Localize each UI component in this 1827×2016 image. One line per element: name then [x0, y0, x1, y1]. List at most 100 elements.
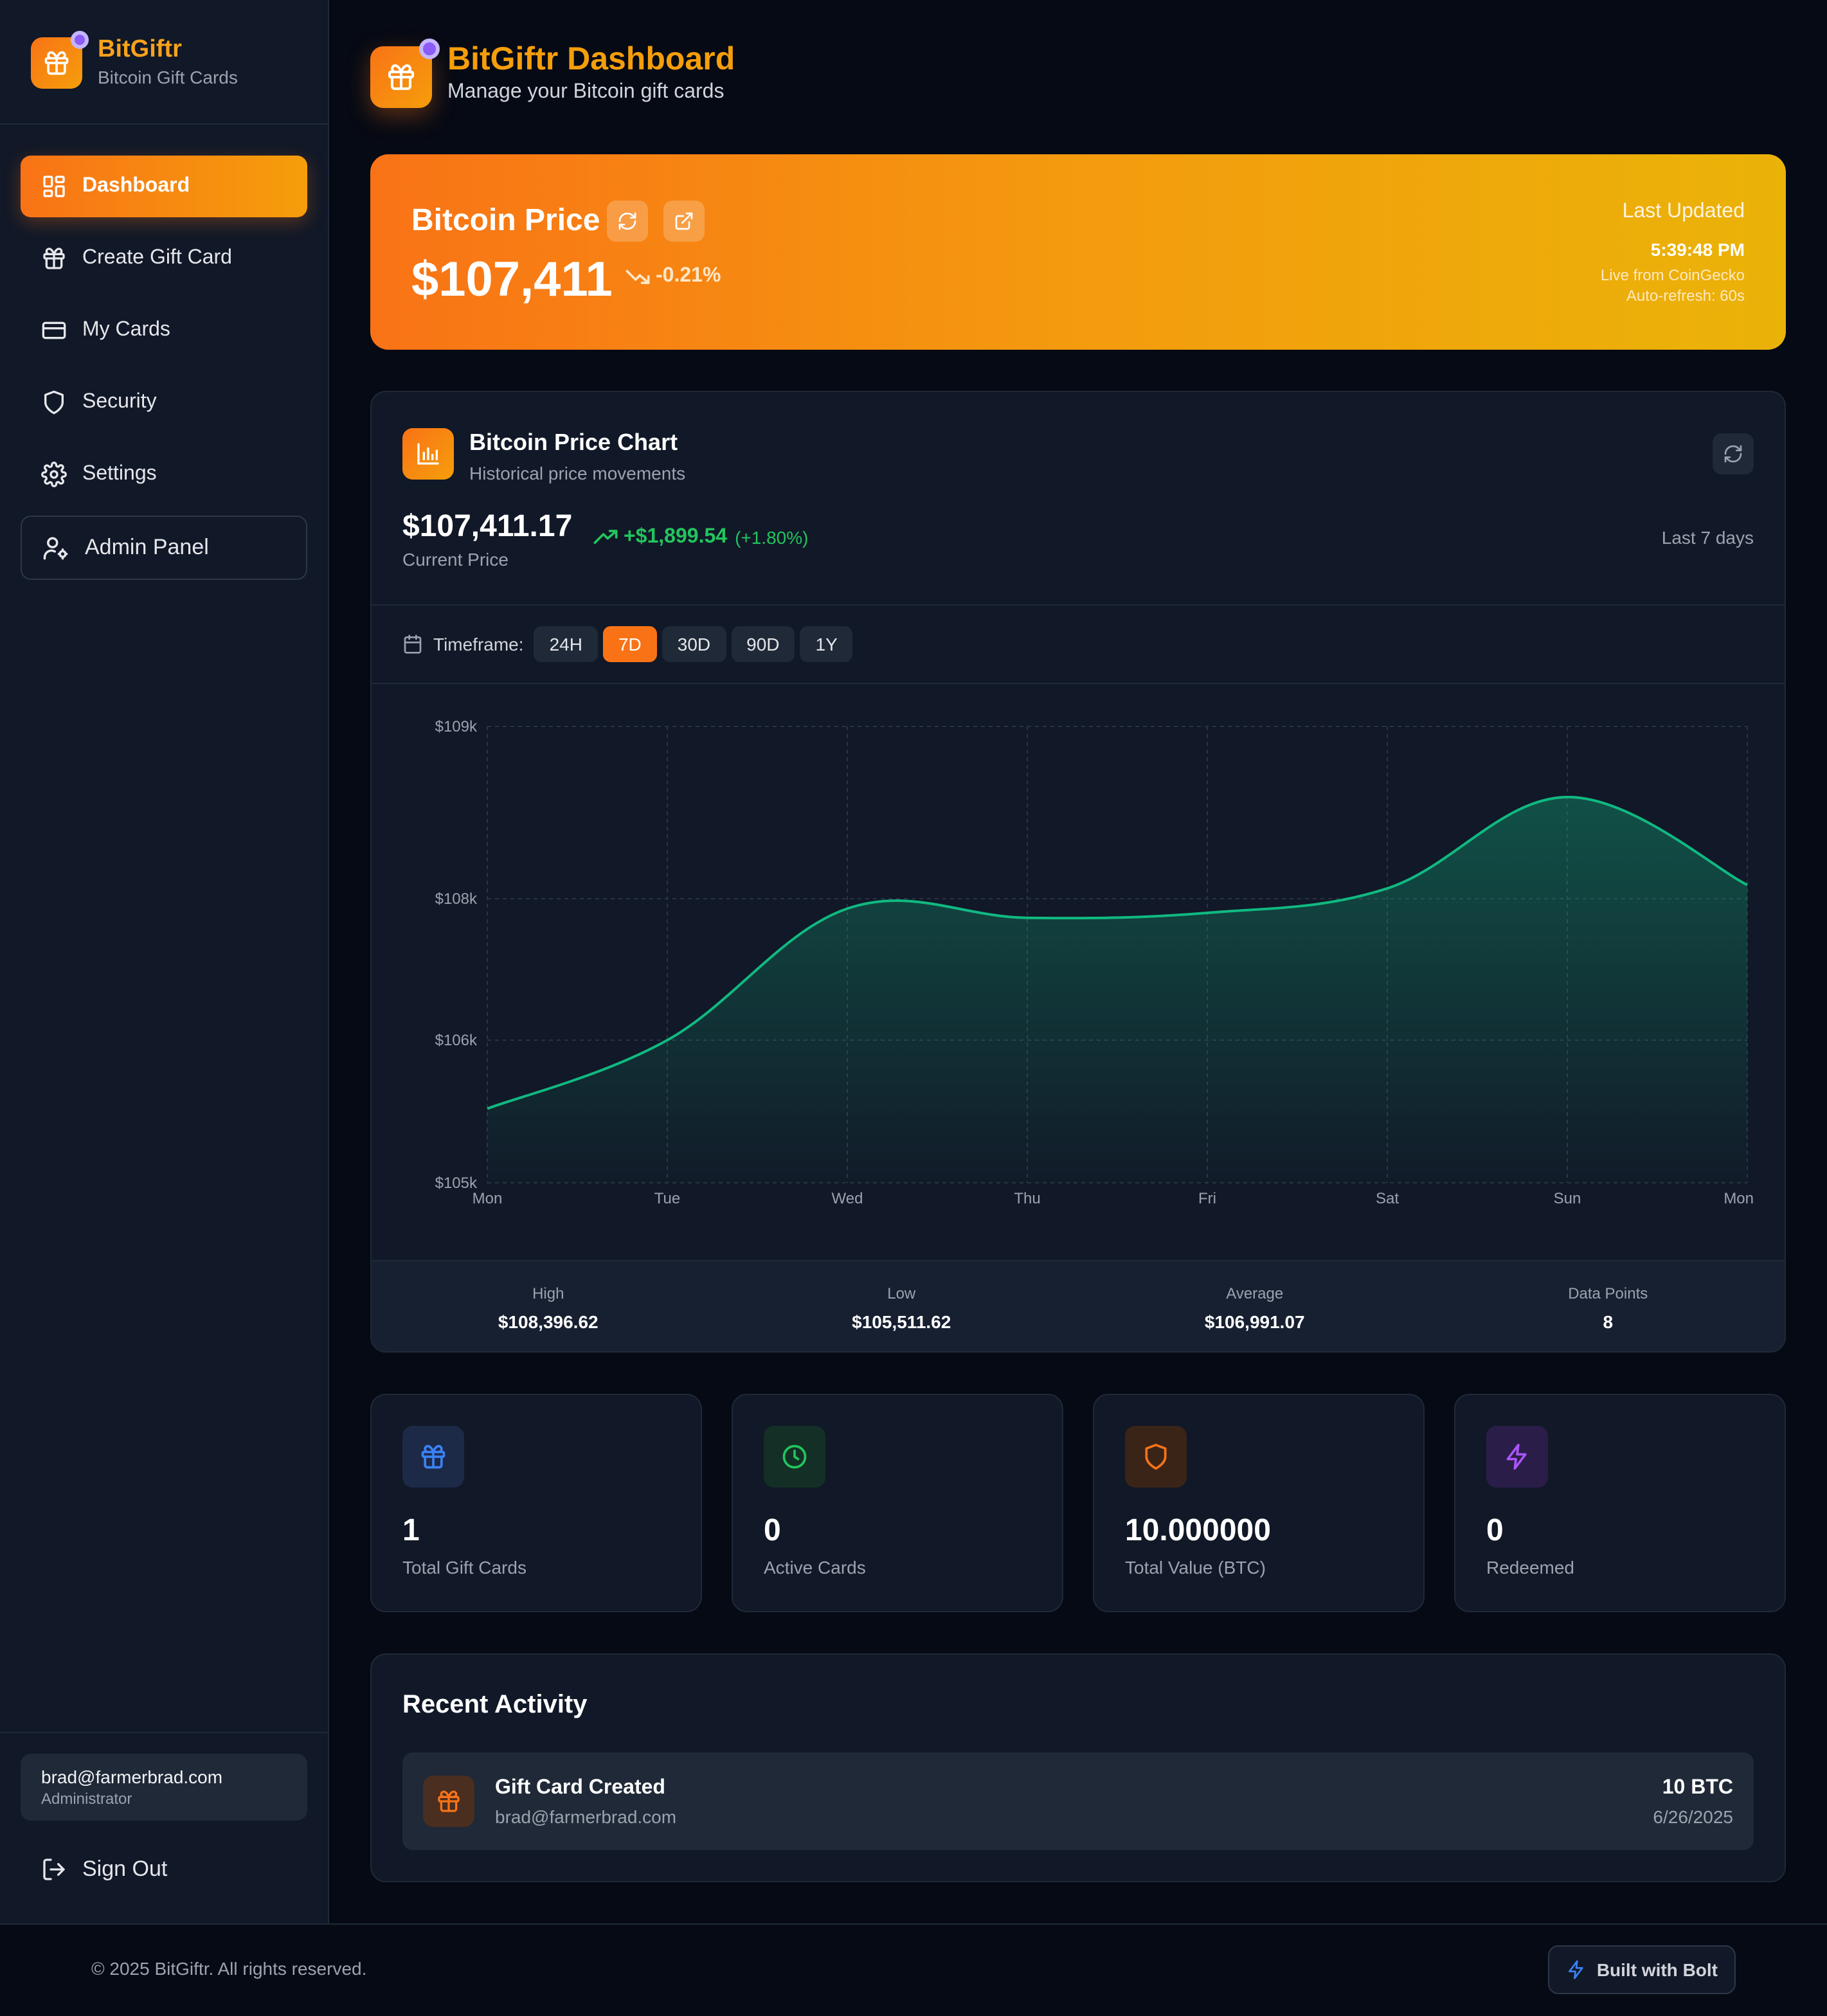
price-change-value: +$1,899.54	[624, 526, 728, 548]
chart-stats: High $108,396.62 Low $105,511.62 Average…	[372, 1260, 1785, 1351]
chart-card-subtitle: Historical price movements	[469, 463, 686, 483]
stat-label: Average	[1226, 1284, 1284, 1302]
brand[interactable]: BitGiftr Bitcoin Gift Cards	[31, 31, 238, 90]
built-with-bolt-badge[interactable]: Built with Bolt	[1547, 1945, 1736, 1994]
sidebar-item-dashboard[interactable]: Dashboard	[21, 156, 307, 217]
sidebar-item-label: Dashboard	[82, 175, 190, 197]
x-tick-label: Wed	[832, 1190, 863, 1207]
user-cog-icon	[43, 536, 68, 559]
price-chart-card: Bitcoin Price Chart Historical price mov…	[370, 391, 1786, 1353]
stat-average: Average $106,991.07	[1078, 1261, 1432, 1351]
lightning-icon	[1506, 1443, 1527, 1470]
activity-icon-box	[423, 1776, 474, 1827]
timeframe-24h-button[interactable]: 24H	[534, 626, 598, 662]
stat-label: Active Cards	[764, 1557, 866, 1578]
y-tick-label: $105k	[435, 1174, 478, 1192]
timeframe-30d-button[interactable]: 30D	[662, 626, 726, 662]
user-role: Administrator	[41, 1790, 132, 1808]
sign-out-label: Sign Out	[82, 1857, 168, 1881]
stat-value: 8	[1603, 1311, 1614, 1332]
stat-label: Total Value (BTC)	[1125, 1557, 1266, 1578]
sidebar-item-my-cards[interactable]: My Cards	[21, 300, 307, 361]
last-updated-time: 5:39:48 PM	[1650, 239, 1745, 260]
activity-item[interactable]: Gift Card Created brad@farmerbrad.com 10…	[402, 1752, 1754, 1850]
shield-icon	[44, 390, 64, 415]
gift-icon	[388, 64, 414, 90]
data-point[interactable]	[483, 1105, 491, 1113]
gift-icon	[421, 1444, 446, 1469]
logout-icon	[43, 1859, 65, 1880]
data-point[interactable]	[843, 905, 851, 912]
sign-out-button[interactable]: Sign Out	[41, 1857, 167, 1882]
stat-label: Low	[887, 1284, 916, 1302]
price-change: -0.21%	[625, 265, 721, 288]
open-external-button[interactable]	[663, 201, 705, 242]
stat-value: 0	[764, 1513, 781, 1548]
auto-refresh-info: Auto-refresh: 60s	[1626, 287, 1745, 305]
timeframe-7d-button[interactable]: 7D	[602, 626, 657, 662]
recent-activity: Recent Activity Gift Card Created brad@f…	[370, 1653, 1786, 1882]
data-point[interactable]	[1743, 881, 1751, 889]
sidebar-item-settings[interactable]: Settings	[21, 444, 307, 505]
divider	[0, 123, 328, 125]
stat-label: Total Gift Cards	[402, 1557, 526, 1578]
stat-value: $108,396.62	[498, 1311, 598, 1332]
divider	[372, 604, 1785, 606]
x-tick-label: Sat	[1376, 1190, 1399, 1207]
refresh-price-button[interactable]	[607, 201, 648, 242]
sidebar-item-label: Admin Panel	[85, 535, 209, 559]
divider	[0, 1732, 328, 1733]
activity-amount: 10 BTC	[1662, 1777, 1733, 1799]
chart-card-icon	[402, 428, 454, 480]
x-tick-label: Fri	[1198, 1190, 1216, 1207]
stat-label: Data Points	[1568, 1284, 1648, 1302]
stat-value: 10.000000	[1125, 1513, 1271, 1548]
data-point[interactable]	[663, 1036, 671, 1044]
gift-icon	[438, 1790, 460, 1812]
price-area-chart[interactable]: $105k $106k $108k $109k Mon Tue Wed Thu Fri Sat Su…	[372, 701, 1786, 1228]
stat-low: Low $105,511.62	[725, 1261, 1079, 1351]
timeframe-selector: Timeframe: 24H 7D 30D 90D 1Y	[402, 626, 858, 662]
stat-value: 1	[402, 1513, 420, 1548]
gift-icon	[43, 248, 65, 269]
sidebar-item-admin-panel[interactable]: Admin Panel	[21, 516, 307, 580]
price-area-fill	[487, 797, 1747, 1183]
stat-cards: 1 Total Gift Cards 0 Active Cards 10.000…	[370, 1394, 1786, 1612]
stat-label: Redeemed	[1486, 1557, 1574, 1578]
x-tick-label: Sun	[1554, 1190, 1581, 1207]
stat-value: 0	[1486, 1513, 1504, 1548]
bitcoin-price-value: $107,411	[411, 253, 613, 307]
redeemed-card: 0 Redeemed	[1454, 1394, 1786, 1612]
refresh-chart-button[interactable]	[1713, 433, 1754, 474]
activity-date: 6/26/2025	[1653, 1806, 1733, 1827]
notification-dot	[71, 31, 89, 49]
stat-icon-box	[402, 1426, 464, 1488]
calendar-icon	[404, 634, 422, 654]
brand-name: BitGiftr	[98, 36, 182, 63]
total-value-card: 10.000000 Total Value (BTC)	[1093, 1394, 1425, 1612]
lightning-icon	[1568, 1960, 1583, 1979]
timeframe-90d-button[interactable]: 90D	[731, 626, 795, 662]
bitcoin-price-banner: Bitcoin Price $107,411 -0.21% Last Updat…	[370, 154, 1786, 350]
page-header: BitGiftr Dashboard Manage your Bitcoin g…	[370, 39, 735, 108]
refresh-icon	[1724, 445, 1742, 463]
user-email: brad@farmerbrad.com	[41, 1767, 223, 1787]
sidebar-item-create-gift-card[interactable]: Create Gift Card	[21, 228, 307, 289]
x-tick-label: Thu	[1014, 1190, 1040, 1207]
data-point[interactable]	[1383, 885, 1391, 892]
price-change: +$1,899.54 (+1.80%)	[593, 526, 808, 549]
data-point[interactable]	[1563, 793, 1571, 801]
brand-logo	[31, 31, 89, 89]
current-price-label: Current Price	[402, 549, 509, 570]
current-price-value: $107,411.17	[402, 509, 573, 544]
gear-icon	[41, 462, 67, 487]
external-link-icon	[675, 212, 693, 230]
timeframe-label: Timeframe:	[433, 634, 524, 654]
data-point[interactable]	[1203, 909, 1211, 917]
timeframe-1y-button[interactable]: 1Y	[800, 626, 853, 662]
sidebar-item-security[interactable]: Security	[21, 372, 307, 433]
y-tick-label: $106k	[435, 1032, 478, 1049]
price-line	[487, 795, 1748, 1110]
data-point[interactable]	[1023, 914, 1031, 922]
sidebar-item-label: Security	[82, 391, 157, 413]
